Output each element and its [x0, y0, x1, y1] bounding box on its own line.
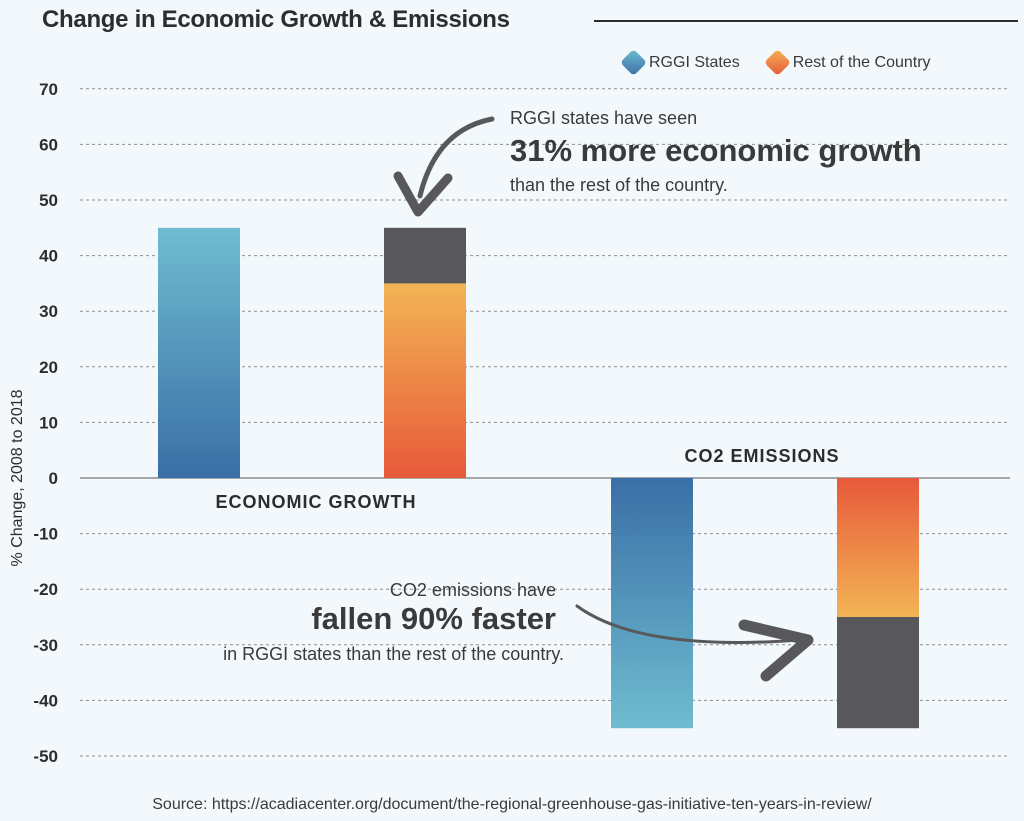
y-tick-label: -20: [33, 580, 58, 599]
y-tick-label: -40: [33, 691, 58, 710]
legend: RGGI States Rest of the Country: [620, 49, 951, 76]
bar-difference-segment: [384, 227, 466, 284]
source-note: Source: https://acadiacenter.org/documen…: [152, 796, 872, 813]
bar-difference-segment: [837, 617, 919, 729]
title-divider: [594, 20, 1018, 22]
y-tick-label: -50: [33, 747, 58, 766]
category-label: ECONOMIC GROWTH: [216, 492, 417, 512]
bar-rest-growth: [384, 283, 466, 478]
curved-arrow-icon: [417, 116, 495, 199]
chart-title: Change in Economic Growth & Emissions: [42, 6, 510, 33]
legend-item-rest: Rest of the Country: [763, 49, 931, 76]
legend-item-rggi: RGGI States: [620, 49, 740, 76]
bar-rest-emissions: [837, 478, 919, 617]
growth-annotation-line1: RGGI states have seen: [510, 108, 697, 128]
growth-annotation-highlight: 31% more economic growth: [510, 133, 922, 168]
y-tick-label: 30: [39, 302, 58, 321]
growth-annotation: RGGI states have seen 31% more economic …: [393, 108, 922, 217]
legend-label-rest: Rest of the Country: [792, 53, 931, 71]
y-tick-label: 0: [49, 469, 58, 488]
curved-arrow-icon: [575, 604, 802, 644]
y-tick-label: 70: [39, 80, 58, 99]
y-tick-label: -10: [33, 525, 58, 544]
emissions-annotation-highlight: fallen 90% faster: [311, 601, 556, 636]
y-axis-label: % Change, 2008 to 2018: [9, 389, 26, 566]
chart-canvas: 70 60 50 40 30 20 10 0 -10 -20 -30 -40 -50 ECONOMIC G…: [9, 80, 1010, 766]
bar-rggi-emissions: [611, 478, 693, 729]
y-tick-label: -30: [33, 636, 58, 655]
bar-rggi-growth: [158, 227, 240, 478]
arrowhead-icon: [393, 171, 453, 217]
emissions-annotation: CO2 emissions have fallen 90% faster in …: [223, 580, 814, 682]
y-tick-label: 60: [39, 135, 58, 154]
arrowhead-icon: [738, 619, 814, 682]
y-tick-label: 10: [39, 413, 58, 432]
legend-label-rggi: RGGI States: [649, 53, 740, 71]
y-tick-label: 40: [39, 247, 58, 266]
emissions-annotation-line1: CO2 emissions have: [390, 580, 556, 600]
category-label: CO2 EMISSIONS: [684, 446, 839, 466]
y-tick-label: 50: [39, 191, 58, 210]
emissions-annotation-line3: in RGGI states than the rest of the coun…: [223, 644, 564, 664]
growth-annotation-line3: than the rest of the country.: [510, 175, 728, 195]
y-tick-label: 20: [39, 358, 58, 377]
